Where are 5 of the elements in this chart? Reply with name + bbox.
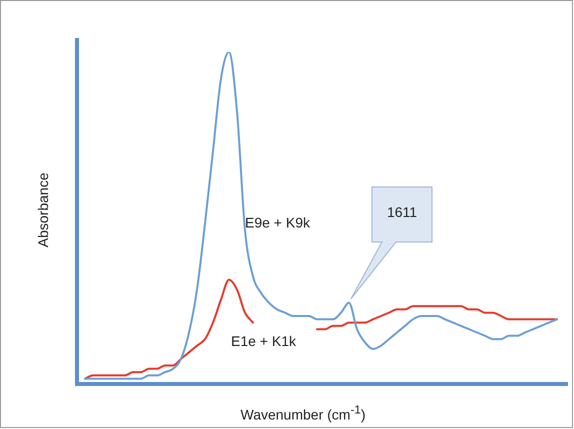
- x-axis-title: Wavenumber (cm$^{-1}$): [240, 404, 366, 422]
- series-label: E9e + K9k: [245, 214, 311, 230]
- annotation: 1611: [386, 204, 418, 220]
- y-axis-title: Absorbance: [35, 172, 51, 248]
- series-label: E1e + K1k: [231, 332, 297, 349]
